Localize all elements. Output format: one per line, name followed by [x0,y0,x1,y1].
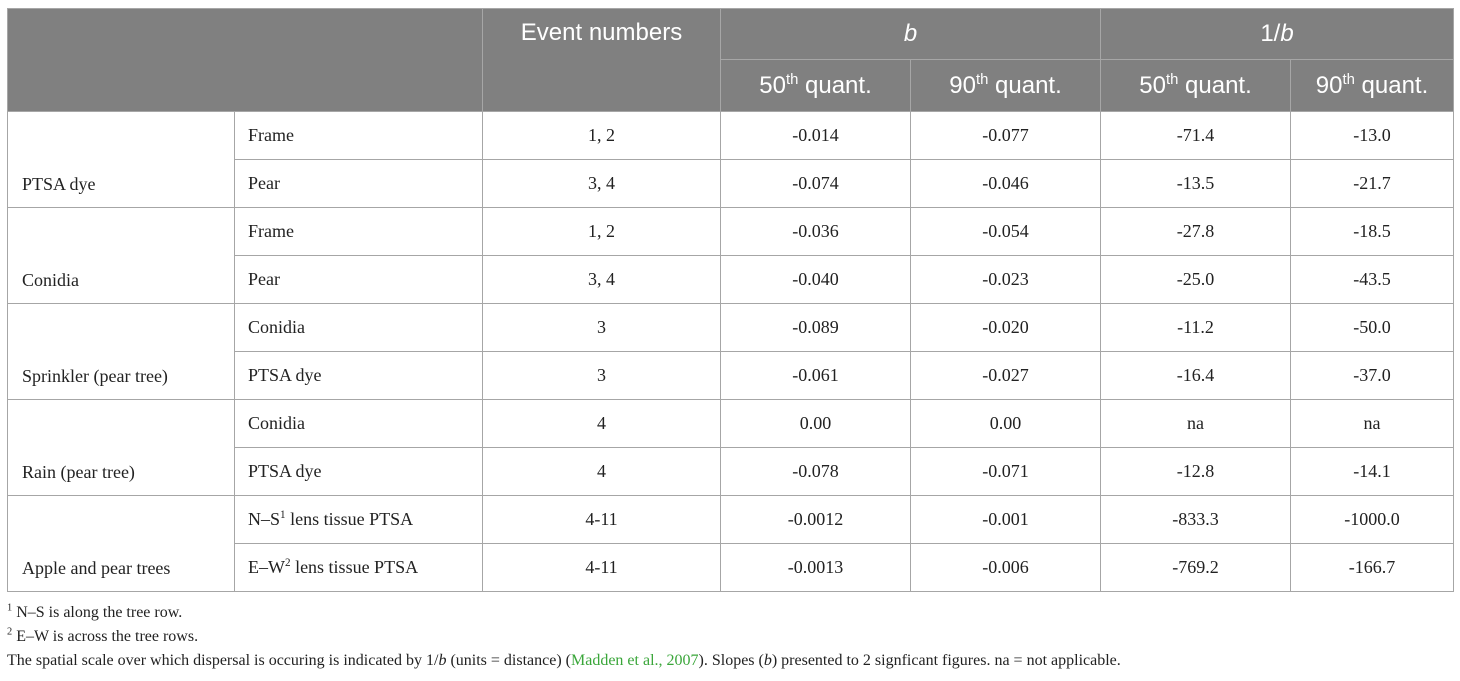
event-numbers-cell: 4 [482,399,721,448]
group-label: PTSA dye [7,111,235,208]
group-label: Apple and pear trees [7,495,235,592]
table-row: Sprinkler (pear tree) Conidia 3 -0.089 -… [7,303,1455,400]
b-50th-cell: -0.0012 [720,495,911,544]
header-blank [7,8,483,112]
inv-b-50th-cell: -71.4 [1100,111,1292,160]
event-numbers-cell: 3, 4 [482,159,721,208]
b-90th-cell: -0.020 [909,303,1102,352]
subgroup-label: Pear [234,255,483,304]
table-row: E–W2 lens tissue PTSA 4-11 -0.0013 -0.00… [8,543,1455,592]
subgroup-label: Frame [234,207,483,256]
b-90th-cell: -0.006 [909,543,1102,592]
citation-link[interactable]: Madden et al., 2007 [570,652,699,669]
header-inverse-b: 1/b [1100,8,1455,60]
inv-b-90th-cell: -1000.0 [1290,495,1455,544]
inv-b-50th-cell: -12.8 [1100,447,1292,496]
table-row: Conidia Frame 1, 2 -0.036 -0.054 -27.8 -… [7,207,1455,304]
inv-b-90th-cell: -13.0 [1290,111,1455,160]
group-label: Conidia [7,207,235,304]
inv-b-50th-cell: -13.5 [1100,159,1292,208]
header-inverse-prefix: 1/ [1260,20,1281,47]
inv-b-90th-cell: -14.1 [1290,447,1455,496]
header-inv-50th: 50th quant. [1100,59,1292,112]
table-row: Rain (pear tree) Conidia 4 0.00 0.00 na … [7,399,1455,496]
b-90th-cell: -0.027 [909,351,1102,400]
inv-b-90th-cell: -43.5 [1290,255,1455,304]
header-b: b [719,8,1102,60]
header-event-numbers: Event numbers [482,8,721,112]
subgroup-label: N–S1 lens tissue PTSA [234,495,483,544]
table-row: PTSA dye 4 -0.078 -0.071 -12.8 -14.1 [8,447,1455,496]
b-90th-cell: -0.046 [909,159,1102,208]
event-numbers-cell: 4-11 [482,543,721,592]
data-table: Event numbers b 1/b 50th quant. 90th qua… [7,8,1455,592]
b-90th-cell: -0.023 [909,255,1102,304]
table-row: Pear 3, 4 -0.074 -0.046 -13.5 -21.7 [8,159,1455,208]
b-90th-cell: -0.001 [909,495,1102,544]
b-50th-cell: -0.089 [720,303,911,352]
subgroup-label: Frame [234,111,483,160]
header-b-90th: 90th quant. [909,59,1102,112]
header-b-50th: 50th quant. [720,59,911,112]
subgroup-label: E–W2 lens tissue PTSA [234,543,483,592]
inv-b-90th-cell: -18.5 [1290,207,1455,256]
event-numbers-cell: 3 [482,351,721,400]
inv-b-50th-cell: -769.2 [1100,543,1292,592]
b-90th-cell: -0.071 [909,447,1102,496]
header-inv-90th: 90th quant. [1290,59,1455,112]
b-50th-cell: -0.074 [720,159,911,208]
inv-b-50th-cell: -25.0 [1100,255,1292,304]
inv-b-50th-cell: -16.4 [1100,351,1292,400]
header-inverse-var: b [1280,20,1294,47]
table-row: Apple and pear trees N–S1 lens tissue PT… [7,495,1455,592]
event-numbers-cell: 4-11 [482,495,721,544]
subgroup-label: Conidia [234,303,483,352]
inv-b-50th-cell: -11.2 [1100,303,1292,352]
b-50th-cell: 0.00 [720,399,911,448]
b-50th-cell: -0.061 [720,351,911,400]
inv-b-50th-cell: -833.3 [1100,495,1292,544]
b-50th-cell: -0.036 [720,207,911,256]
b-50th-cell: -0.078 [720,447,911,496]
b-90th-cell: -0.054 [909,207,1102,256]
table-row: PTSA dye Frame 1, 2 -0.014 -0.077 -71.4 … [7,111,1455,208]
footnote-2: 2 E–W is across the tree rows. [7,626,199,645]
inv-b-90th-cell: -166.7 [1290,543,1455,592]
header-b-var: b [903,20,918,47]
b-50th-cell: -0.0013 [720,543,911,592]
footnote-1: 1 N–S is along the tree row. [7,602,183,621]
table-row: Pear 3, 4 -0.040 -0.023 -25.0 -43.5 [8,255,1455,304]
table-footnotes: 1 N–S is along the tree row. 2 E–W is ac… [7,601,1453,673]
group-label: Rain (pear tree) [7,399,235,496]
table-container: Event numbers b 1/b 50th quant. 90th qua… [7,8,1455,592]
inv-b-50th-cell: na [1100,399,1292,448]
subgroup-label: PTSA dye [234,351,483,400]
group-label: Sprinkler (pear tree) [7,303,235,400]
inv-b-90th-cell: na [1290,399,1455,448]
inv-b-50th-cell: -27.8 [1100,207,1292,256]
inv-b-90th-cell: -37.0 [1290,351,1455,400]
inv-b-90th-cell: -50.0 [1290,303,1455,352]
footnote-3: The spatial scale over which dispersal i… [7,652,1121,669]
event-numbers-cell: 3 [482,303,721,352]
b-50th-cell: -0.014 [720,111,911,160]
subgroup-label: Conidia [234,399,483,448]
event-numbers-cell: 1, 2 [482,207,721,256]
b-90th-cell: 0.00 [909,399,1102,448]
event-numbers-cell: 1, 2 [482,111,721,160]
inv-b-90th-cell: -21.7 [1290,159,1455,208]
subgroup-label: PTSA dye [234,447,483,496]
b-50th-cell: -0.040 [720,255,911,304]
event-numbers-cell: 4 [482,447,721,496]
event-numbers-cell: 3, 4 [482,255,721,304]
b-90th-cell: -0.077 [909,111,1102,160]
subgroup-label: Pear [234,159,483,208]
